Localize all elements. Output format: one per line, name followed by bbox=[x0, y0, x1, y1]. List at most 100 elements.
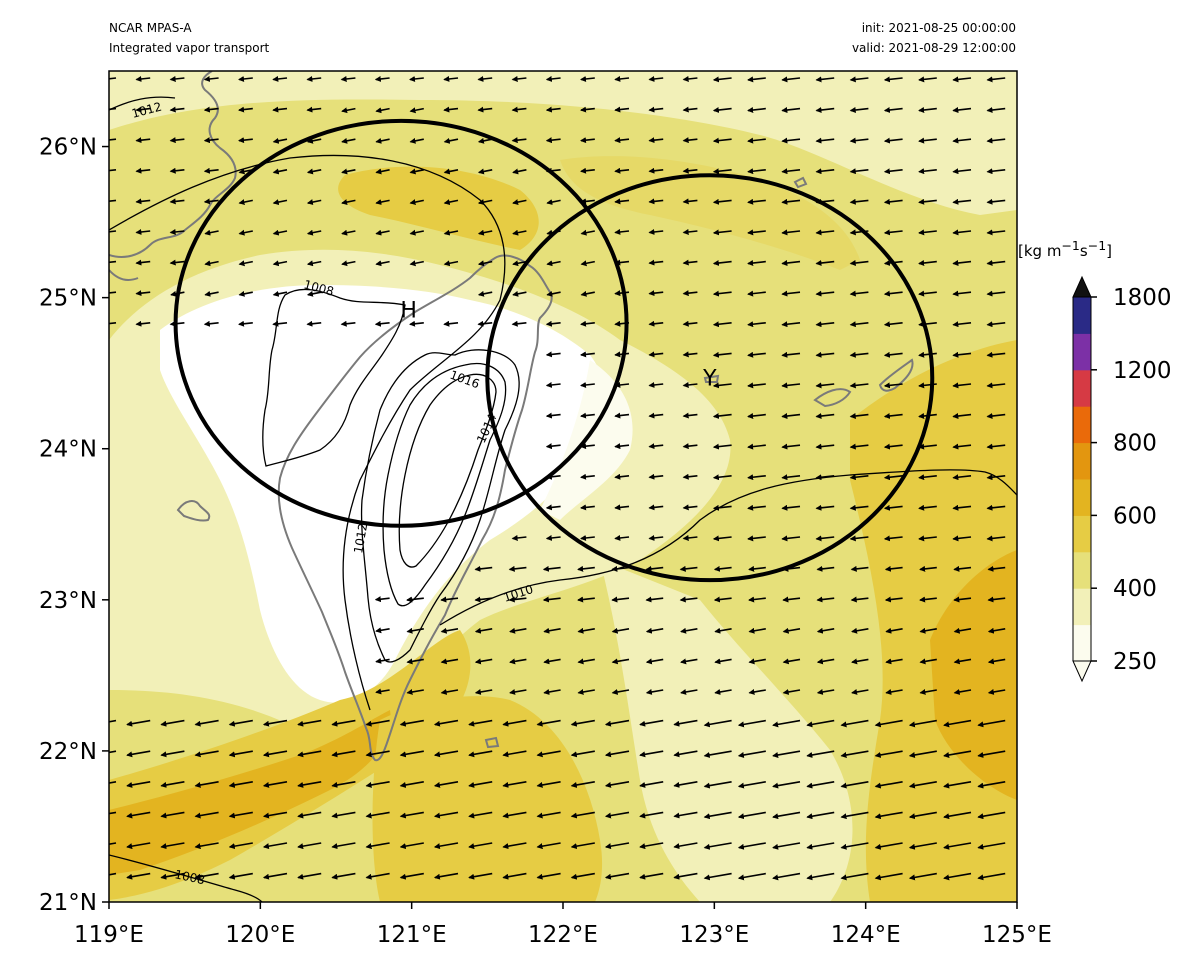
ivt-vector bbox=[262, 750, 288, 758]
ivt-patch-south bbox=[372, 696, 603, 902]
ivt-vector bbox=[194, 750, 219, 758]
ivt-vector bbox=[306, 168, 322, 175]
ivt-vector bbox=[477, 106, 493, 113]
ivt-vector bbox=[885, 627, 903, 634]
ivt-vector bbox=[781, 413, 801, 419]
ivt-vector bbox=[468, 811, 493, 819]
ivt-vector bbox=[194, 872, 219, 880]
ivt-vector bbox=[536, 842, 561, 850]
ivt-vector bbox=[737, 872, 766, 881]
ivt-vector bbox=[703, 811, 732, 820]
ivt-vector bbox=[737, 719, 766, 728]
ivt-vector bbox=[648, 167, 664, 174]
ivt-vector bbox=[815, 321, 835, 328]
ivt-vector bbox=[443, 260, 459, 267]
ivt-vector bbox=[160, 872, 185, 880]
ivt-vector bbox=[126, 842, 151, 850]
ivt-vector bbox=[503, 904, 526, 908]
ivt-vector bbox=[673, 872, 698, 880]
ivt-vector bbox=[580, 504, 595, 511]
ivt-vector bbox=[272, 199, 288, 206]
ivt-vector bbox=[712, 504, 732, 511]
ivt-vector bbox=[682, 75, 698, 82]
ivt-vector bbox=[815, 474, 835, 481]
ivt-vector bbox=[511, 534, 527, 541]
ivt-vector bbox=[673, 750, 698, 758]
ivt-vector bbox=[747, 535, 766, 542]
ivt-vector bbox=[773, 904, 800, 909]
ivt-vector bbox=[570, 811, 595, 819]
ivt-vector bbox=[109, 750, 117, 754]
ivt-vector bbox=[952, 229, 972, 236]
ivt-vector bbox=[712, 413, 732, 419]
ivt-vector bbox=[577, 596, 595, 603]
isobar-1008-inner bbox=[262, 288, 406, 467]
ivt-vector bbox=[502, 811, 527, 819]
ivt-vector bbox=[952, 107, 972, 113]
colorbar-segment bbox=[1073, 442, 1091, 480]
ivt-vector bbox=[781, 260, 801, 266]
ivt-vector bbox=[203, 75, 219, 82]
ivt-vector bbox=[297, 842, 322, 850]
ivt-vector bbox=[977, 719, 1006, 728]
ivt-vector bbox=[135, 167, 151, 174]
ivt-vector bbox=[126, 719, 151, 727]
ivt-vector bbox=[919, 689, 937, 695]
ivt-vector bbox=[849, 290, 869, 297]
ivt-vector bbox=[952, 474, 972, 481]
ivt-vector bbox=[262, 842, 288, 850]
ivt-vector bbox=[474, 689, 493, 695]
ivt-vector bbox=[604, 719, 630, 727]
ivt-vector bbox=[884, 596, 903, 603]
ivt-vector bbox=[849, 321, 869, 328]
ivt-vector bbox=[714, 627, 732, 634]
ivt-vector bbox=[374, 320, 390, 327]
ivt-vector bbox=[375, 168, 390, 175]
colorbar-segment bbox=[1073, 297, 1091, 334]
ivt-vector bbox=[850, 596, 869, 603]
ivt-vector bbox=[712, 535, 732, 542]
lat-tick-label: 21°N bbox=[39, 890, 97, 916]
ivt-vector bbox=[645, 627, 664, 634]
ivt-vector bbox=[406, 627, 424, 634]
ivt-vector bbox=[908, 872, 937, 881]
ivt-vector bbox=[712, 351, 732, 358]
ivt-vector bbox=[883, 76, 903, 83]
region-circle bbox=[485, 173, 935, 583]
title-block-left: NCAR MPAS-A Integrated vapor transport bbox=[109, 18, 269, 58]
ivt-vector bbox=[468, 872, 493, 880]
ivt-vector bbox=[712, 382, 732, 389]
ivt-vector bbox=[298, 904, 321, 908]
ivt-vector bbox=[919, 627, 937, 634]
ivt-vector bbox=[849, 198, 869, 205]
lat-tick-label: 22°N bbox=[39, 739, 97, 765]
ivt-vector bbox=[614, 106, 630, 113]
ivt-vector bbox=[126, 750, 151, 758]
ivt-vector bbox=[160, 719, 185, 727]
ivt-vector bbox=[673, 811, 698, 819]
ivt-vector bbox=[781, 229, 801, 236]
ivt-vector bbox=[580, 290, 595, 297]
ivt-vector bbox=[340, 75, 356, 82]
yonaguni-island bbox=[703, 374, 720, 383]
ivt-vector bbox=[714, 689, 732, 695]
ivt-vector bbox=[406, 689, 424, 695]
ivt-vector bbox=[849, 107, 869, 113]
ivt-vector bbox=[538, 904, 561, 908]
ivt-vector bbox=[747, 198, 766, 205]
ivt-vector bbox=[772, 872, 801, 881]
coastlines bbox=[109, 71, 914, 762]
ivt-vector bbox=[815, 229, 835, 236]
ivt-vector bbox=[135, 320, 151, 327]
ivt-vector bbox=[806, 781, 835, 789]
ivt-vector bbox=[682, 167, 698, 174]
ivt-vector bbox=[545, 351, 561, 358]
ivt-vector bbox=[409, 168, 424, 175]
ivt-vector bbox=[977, 781, 1006, 789]
ivt-vector bbox=[399, 781, 424, 788]
ivt-vector bbox=[409, 229, 424, 236]
ivt-vector bbox=[943, 842, 972, 850]
ivt-vector bbox=[840, 872, 869, 881]
ivt-vector bbox=[673, 842, 698, 850]
ivt-vector bbox=[365, 842, 390, 850]
